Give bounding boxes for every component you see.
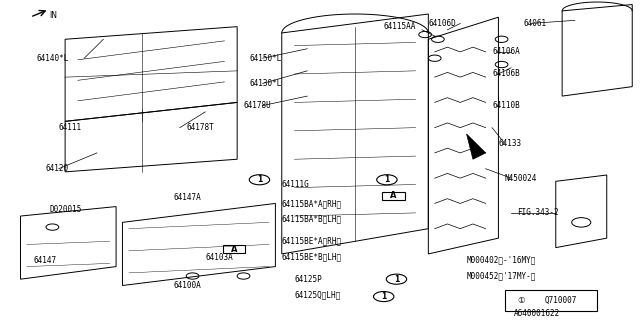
Text: A: A bbox=[231, 245, 237, 254]
Text: M000452〈'17MY-〉: M000452〈'17MY-〉 bbox=[467, 272, 536, 281]
Text: Q710007: Q710007 bbox=[544, 296, 577, 305]
Text: 64111G: 64111G bbox=[282, 180, 310, 189]
Text: A640001622: A640001622 bbox=[513, 309, 560, 318]
Text: 64106D: 64106D bbox=[428, 19, 456, 28]
Text: 64106A: 64106A bbox=[492, 47, 520, 56]
Text: 64115AA: 64115AA bbox=[384, 22, 416, 31]
Text: 64178T: 64178T bbox=[186, 123, 214, 132]
Text: ①: ① bbox=[517, 296, 524, 305]
Text: 64178U: 64178U bbox=[244, 101, 271, 110]
Text: IN: IN bbox=[49, 11, 57, 20]
Text: 64147A: 64147A bbox=[173, 193, 201, 202]
Text: 64103A: 64103A bbox=[205, 252, 233, 261]
Bar bbox=[382, 192, 404, 199]
Text: D020015: D020015 bbox=[49, 205, 81, 214]
Text: 64061: 64061 bbox=[524, 19, 547, 28]
Text: 64115BE*A〈RH〉: 64115BE*A〈RH〉 bbox=[282, 237, 342, 246]
Text: 64125P: 64125P bbox=[294, 275, 323, 284]
Text: 64140*L: 64140*L bbox=[36, 54, 69, 63]
Text: 64120: 64120 bbox=[46, 164, 69, 173]
Text: 64100A: 64100A bbox=[173, 281, 201, 290]
Text: 64111: 64111 bbox=[59, 123, 82, 132]
Text: 64115BA*A〈RH〉: 64115BA*A〈RH〉 bbox=[282, 199, 342, 208]
Text: 64133: 64133 bbox=[499, 139, 522, 148]
Text: 1: 1 bbox=[257, 175, 262, 184]
Polygon shape bbox=[467, 134, 486, 159]
Text: 64147: 64147 bbox=[33, 256, 56, 265]
Text: 1: 1 bbox=[394, 275, 399, 284]
Text: 1: 1 bbox=[384, 175, 390, 184]
Text: N450024: N450024 bbox=[505, 174, 537, 183]
Text: 64130*L: 64130*L bbox=[250, 79, 282, 88]
Text: M000402〈-'16MY〉: M000402〈-'16MY〉 bbox=[467, 256, 536, 265]
Text: 64115BE*B〈LH〉: 64115BE*B〈LH〉 bbox=[282, 252, 342, 261]
Bar bbox=[223, 245, 246, 253]
Text: 64125Q〈LH〉: 64125Q〈LH〉 bbox=[294, 291, 340, 300]
Text: A: A bbox=[390, 191, 397, 200]
Text: 64110B: 64110B bbox=[492, 101, 520, 110]
Text: 1: 1 bbox=[381, 292, 387, 301]
Text: 64106B: 64106B bbox=[492, 69, 520, 78]
Text: FIG.343-2: FIG.343-2 bbox=[518, 208, 559, 217]
Text: 64115BA*B〈LH〉: 64115BA*B〈LH〉 bbox=[282, 215, 342, 224]
Text: 64150*L: 64150*L bbox=[250, 54, 282, 63]
